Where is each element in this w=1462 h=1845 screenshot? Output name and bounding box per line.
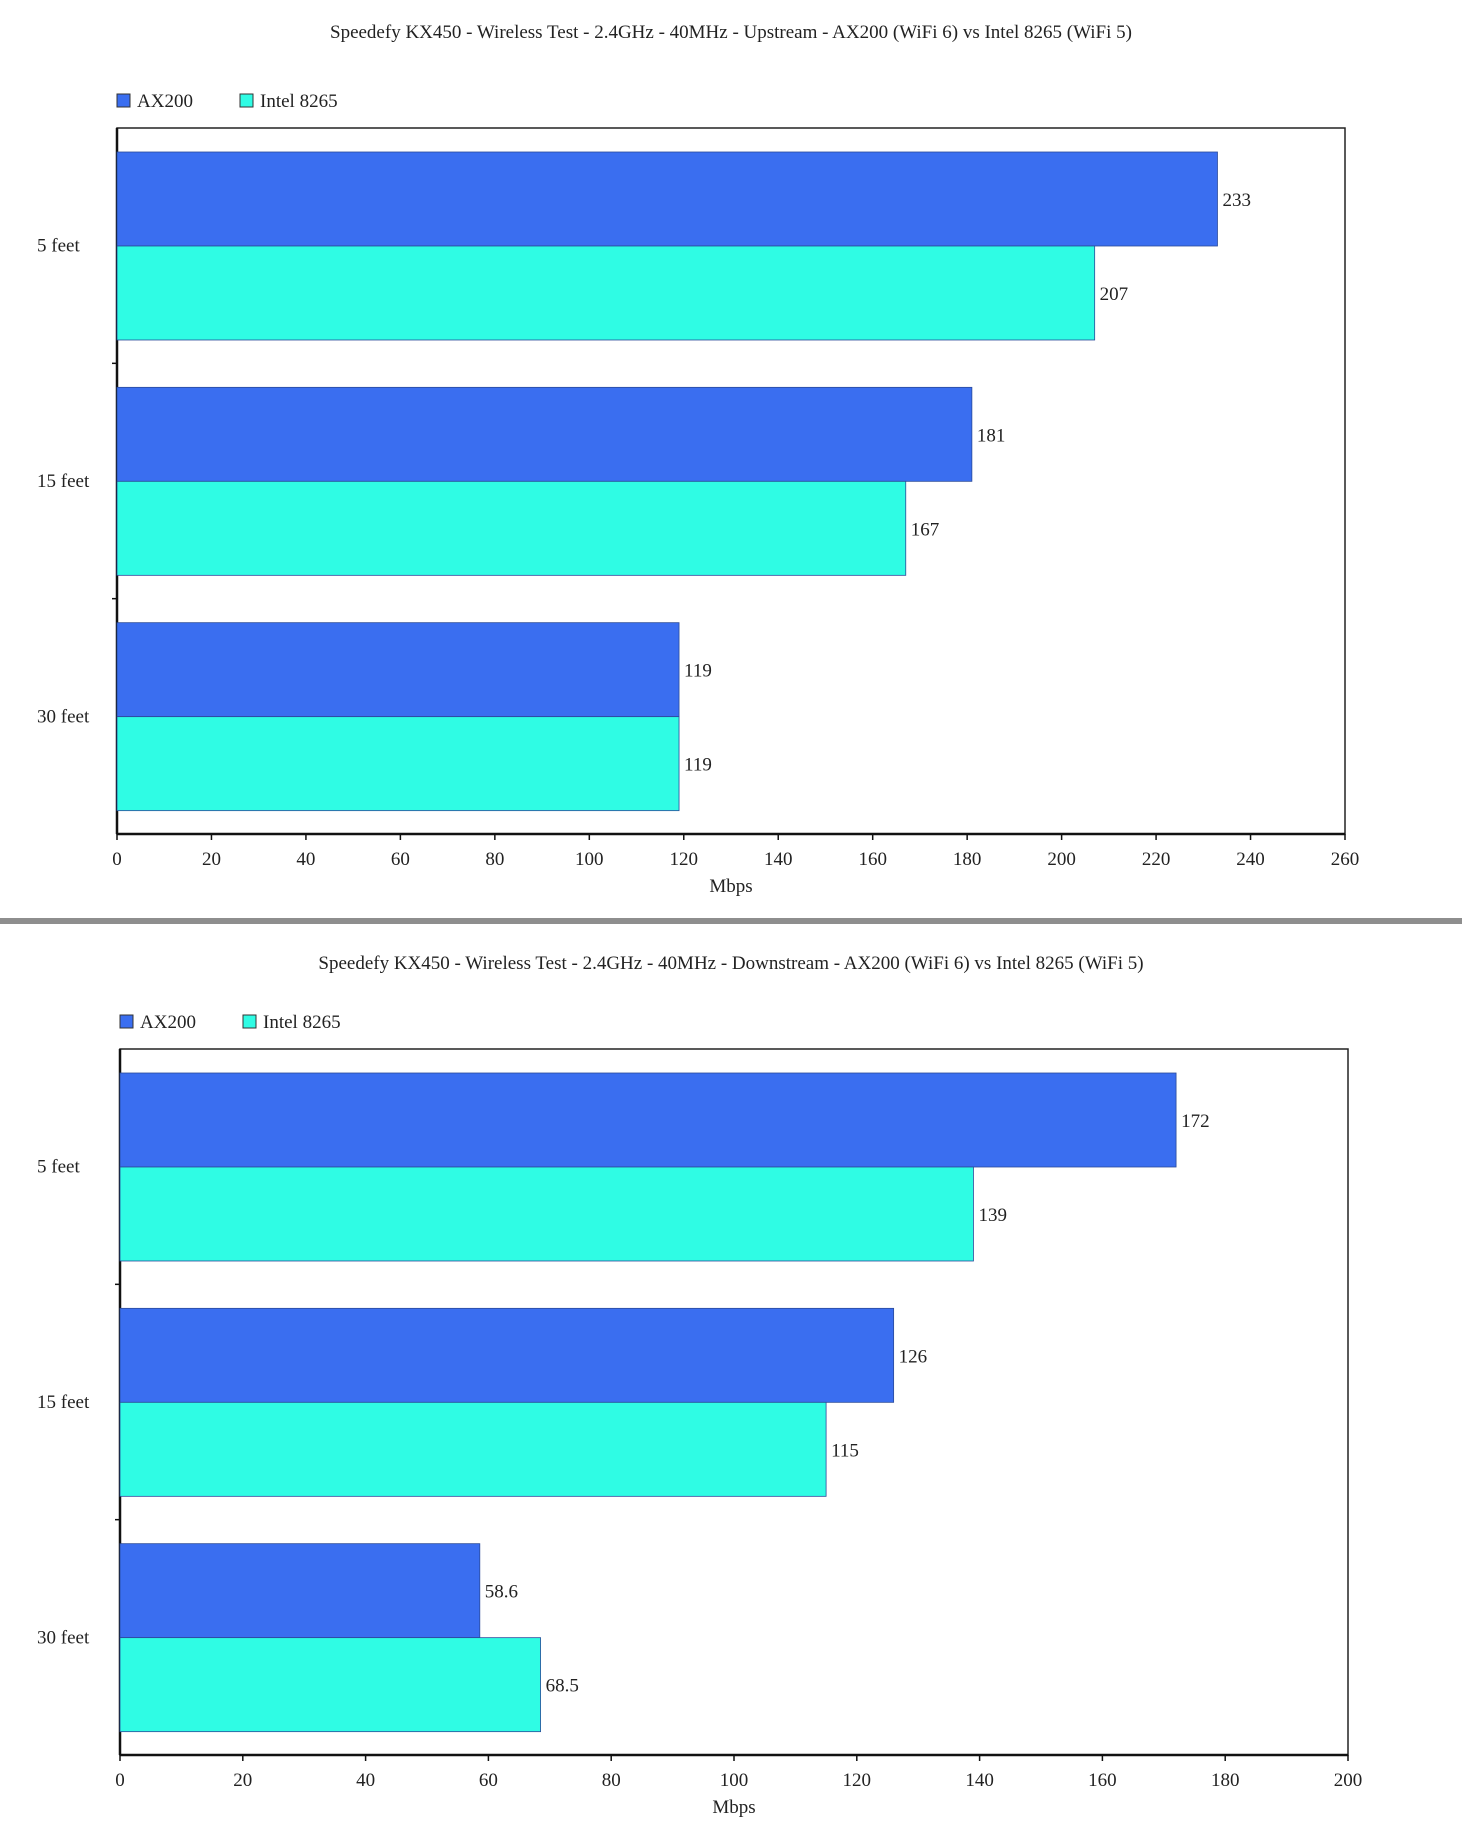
x-tick-label: 260 <box>1331 849 1360 870</box>
x-tick-label: 20 <box>202 849 221 870</box>
x-tick-label: 0 <box>115 1770 125 1791</box>
data-label: 181 <box>977 425 1006 446</box>
data-label: 139 <box>978 1205 1007 1226</box>
category-label: 5 feet <box>37 1157 80 1178</box>
x-tick-label: 120 <box>843 1770 872 1791</box>
legend-swatch-2 <box>242 1014 257 1029</box>
bar-ax200 <box>116 386 973 482</box>
data-label: 58.6 <box>485 1582 518 1603</box>
x-tick-label: 0 <box>112 849 122 870</box>
legend-label-1: AX200 <box>137 91 193 112</box>
data-label: 233 <box>1222 190 1251 211</box>
bar-intel-8265 <box>119 1401 827 1497</box>
x-tick-label: 60 <box>391 849 410 870</box>
x-tick-label: 100 <box>575 849 604 870</box>
bar-ax200 <box>116 622 680 718</box>
x-tick-label: 180 <box>1211 1770 1240 1791</box>
x-tick-label: 80 <box>602 1770 621 1791</box>
x-tick-label: 140 <box>965 1770 994 1791</box>
legend-label-1: AX200 <box>140 1012 196 1033</box>
legend-swatch-2 <box>239 93 254 108</box>
bar-ax200 <box>119 1072 1177 1168</box>
x-tick-label: 120 <box>670 849 699 870</box>
data-label: 115 <box>831 1440 859 1461</box>
x-tick-label: 20 <box>233 1770 252 1791</box>
legend-swatch-1 <box>119 1014 134 1029</box>
legend-swatch-1 <box>116 93 131 108</box>
bar-intel-8265 <box>119 1637 541 1733</box>
data-label: 126 <box>899 1346 928 1367</box>
x-tick-label: 40 <box>296 849 315 870</box>
chart-title: Speedefy KX450 - Wireless Test - 2.4GHz … <box>330 22 1132 43</box>
category-label: 30 feet <box>37 1627 90 1648</box>
x-tick-label: 100 <box>720 1770 749 1791</box>
x-tick-label: 60 <box>479 1770 498 1791</box>
x-tick-label: 220 <box>1142 849 1171 870</box>
data-label: 68.5 <box>546 1676 579 1697</box>
category-label: 15 feet <box>37 471 90 492</box>
chart-panel-1: Speedefy KX450 - Wireless Test - 2.4GHz … <box>37 22 1359 897</box>
data-label: 167 <box>911 519 940 540</box>
x-tick-label: 200 <box>1334 1770 1363 1791</box>
data-label: 119 <box>684 755 712 776</box>
x-tick-label: 80 <box>485 849 504 870</box>
bar-intel-8265 <box>116 245 1096 341</box>
data-label: 172 <box>1181 1111 1210 1132</box>
x-tick-label: 160 <box>858 849 887 870</box>
bar-ax200 <box>119 1307 895 1403</box>
category-label: 30 feet <box>37 706 90 727</box>
panel-separator <box>0 918 1462 924</box>
x-tick-label: 40 <box>356 1770 375 1791</box>
legend-label-2: Intel 8265 <box>263 1012 341 1033</box>
bar-ax200 <box>116 151 1218 247</box>
legend-label-2: Intel 8265 <box>260 91 338 112</box>
bar-intel-8265 <box>116 480 907 576</box>
x-tick-label: 140 <box>764 849 793 870</box>
x-tick-label: 160 <box>1088 1770 1117 1791</box>
chart-title: Speedefy KX450 - Wireless Test - 2.4GHz … <box>318 953 1143 974</box>
chart-panel-2: Speedefy KX450 - Wireless Test - 2.4GHz … <box>37 953 1362 1818</box>
x-tick-label: 180 <box>953 849 982 870</box>
x-tick-label: 200 <box>1047 849 1076 870</box>
x-tick-label: 240 <box>1236 849 1265 870</box>
category-label: 5 feet <box>37 236 80 257</box>
x-axis-label: Mbps <box>712 1797 755 1818</box>
category-label: 15 feet <box>37 1392 90 1413</box>
data-label: 207 <box>1100 284 1129 305</box>
data-label: 119 <box>684 661 712 682</box>
bar-intel-8265 <box>119 1166 974 1262</box>
bar-intel-8265 <box>116 716 680 812</box>
x-axis-label: Mbps <box>709 876 752 897</box>
bar-ax200 <box>119 1543 481 1639</box>
